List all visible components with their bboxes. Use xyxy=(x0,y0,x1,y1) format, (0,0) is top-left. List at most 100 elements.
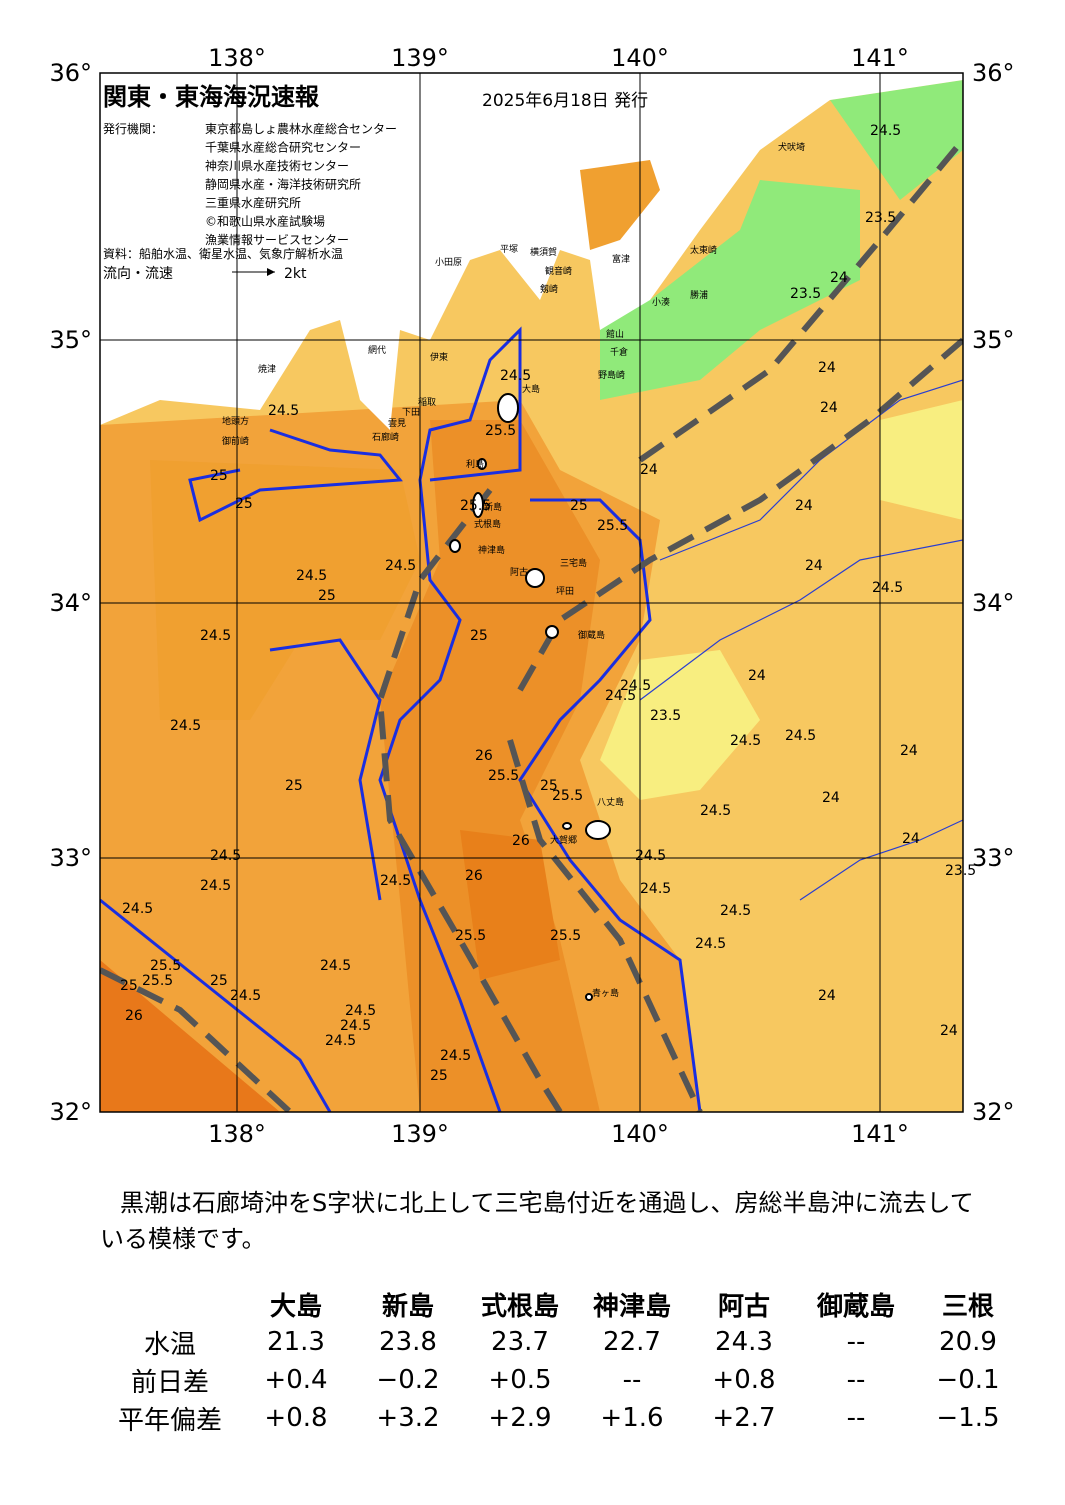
contour-label: 25 xyxy=(120,978,138,994)
description: 黒潮は石廊埼沖をS字状に北上して三宅島付近を通過し、房総半島沖に流去している模様… xyxy=(100,1189,974,1253)
place-name: 青ヶ島 xyxy=(592,987,619,999)
corner xyxy=(100,1285,240,1323)
column-header: 阿古 xyxy=(717,1291,770,1322)
row: 水温 21.3 23.8 23.7 22.7 24.3 -- 20.9 xyxy=(100,1323,1024,1361)
contour-label: 25 xyxy=(210,468,228,484)
column-header: 三根 xyxy=(941,1291,994,1322)
cell: -- xyxy=(846,1327,866,1357)
contour-label: 24 xyxy=(805,558,823,574)
issuer: 東京都島しょ農林水産総合センター xyxy=(205,121,397,136)
place-name: 富津 xyxy=(612,253,630,265)
contour-label: 25.5 xyxy=(552,788,583,804)
lon-label: 140° xyxy=(611,1120,669,1148)
cell: +2.9 xyxy=(488,1403,552,1433)
place-name: 観音崎 xyxy=(545,265,572,277)
issuer-label: 発行機関： xyxy=(103,121,163,136)
lon-label: 139° xyxy=(391,1120,449,1148)
lat-label: 36° xyxy=(972,59,1015,87)
contour-label: 26 xyxy=(475,748,493,764)
place-name: 勝浦 xyxy=(690,289,708,301)
lat-label: 34° xyxy=(49,589,92,617)
contour-label: 24.5 xyxy=(296,568,327,584)
contour-label: 24.5 xyxy=(872,580,903,596)
contour-label: 25 xyxy=(318,588,336,604)
cell: +0.4 xyxy=(264,1365,328,1395)
place-name: 館山 xyxy=(606,328,624,340)
contour-label: 24.5 xyxy=(720,903,751,919)
cell: −0.2 xyxy=(376,1365,440,1395)
place-name: 稲取 xyxy=(418,396,436,408)
place-name: 式根島 xyxy=(474,518,501,530)
title: 関東・東海海況速報 xyxy=(103,83,320,111)
row: 前日差 +0.4 −0.2 +0.5 -- +0.8 -- −0.1 xyxy=(100,1361,1024,1399)
contour-label: 25 xyxy=(210,973,228,989)
graticule xyxy=(100,73,963,1112)
contour-label: 25.5 xyxy=(455,928,486,944)
contour-label: 25.5 xyxy=(550,928,581,944)
column-header: 御蔵島 xyxy=(816,1291,895,1322)
contour-label: 25.5 xyxy=(597,518,628,534)
contour-label: 24.5 xyxy=(440,1048,471,1064)
contour-label: 25 xyxy=(570,498,588,514)
contour-label: 24.5 xyxy=(870,123,901,139)
cell: 23.8 xyxy=(379,1327,437,1357)
contour-label: 24 xyxy=(902,831,920,847)
contour-label: 25 xyxy=(470,628,488,644)
cell: +0.5 xyxy=(488,1365,552,1395)
lon-label: 140° xyxy=(611,44,669,72)
place-name: 犬吠埼 xyxy=(778,141,805,153)
place-name: 御蔵島 xyxy=(578,629,605,641)
place-name: 神津島 xyxy=(478,544,505,556)
cell: 23.7 xyxy=(491,1327,549,1357)
column-header: 新島 xyxy=(381,1291,434,1322)
contour-label: 24.5 xyxy=(230,988,261,1004)
place-name: 下田 xyxy=(402,407,420,418)
map-frame xyxy=(99,72,964,1113)
lat-label: 35° xyxy=(972,326,1015,354)
contour-label: 24.5 xyxy=(635,848,666,864)
contour-label: 24.5 xyxy=(500,368,531,384)
contour-label: 26 xyxy=(512,833,530,849)
place-name: 八丈島 xyxy=(597,796,624,808)
contour-label: 23.5 xyxy=(650,708,681,724)
contour-label: 24.5 xyxy=(320,958,351,974)
contour-label: 24 xyxy=(900,743,918,759)
contour-label: 26 xyxy=(125,1008,143,1024)
place-name: 横須賀 xyxy=(530,246,557,258)
issue-date: 2025年6月18日 発行 xyxy=(482,91,648,111)
contour-label: 24.5 xyxy=(200,628,231,644)
source: 資料：船舶水温、衛星水温、気象庁解析水温 xyxy=(103,246,343,261)
lon-label: 138° xyxy=(208,44,266,72)
place-name: 小田原 xyxy=(435,257,462,268)
contour-label: 24 xyxy=(818,988,836,1004)
cell: −0.1 xyxy=(936,1365,1000,1395)
issuer: 神奈川県水産技術センター xyxy=(205,158,349,173)
contour-label: 25.5 xyxy=(488,768,519,784)
column-header: 神津島 xyxy=(592,1291,671,1322)
contour-label: 24.5 xyxy=(620,678,651,694)
place-name: 野島崎 xyxy=(598,369,625,381)
lat-label: 34° xyxy=(972,589,1015,617)
place-name: 太東崎 xyxy=(690,244,717,256)
legend-label: 流向・流速 xyxy=(103,266,173,282)
place-name: 網代 xyxy=(368,344,386,356)
lat-label: 33° xyxy=(49,844,92,872)
contour-label: 24.5 xyxy=(730,733,761,749)
lon-label: 138° xyxy=(208,1120,266,1148)
cell: 21.3 xyxy=(267,1327,325,1357)
contour-label: 24.5 xyxy=(268,403,299,419)
contour-label: 24.5 xyxy=(700,803,731,819)
lat-label: 32° xyxy=(972,1098,1015,1126)
contour-label: 24 xyxy=(940,1023,958,1039)
cell: +0.8 xyxy=(712,1365,776,1395)
contour-label: 24.5 xyxy=(380,873,411,889)
cell: 20.9 xyxy=(939,1327,997,1357)
column-header: 大島 xyxy=(269,1291,322,1322)
issuer: 三重県水産研究所 xyxy=(205,195,301,210)
place-name: 利島 xyxy=(466,458,484,470)
contour-label: 25 xyxy=(285,778,303,794)
place-name: 千倉 xyxy=(610,346,628,358)
contour-label: 23.5 xyxy=(790,286,821,302)
lat-label: 36° xyxy=(49,59,92,87)
